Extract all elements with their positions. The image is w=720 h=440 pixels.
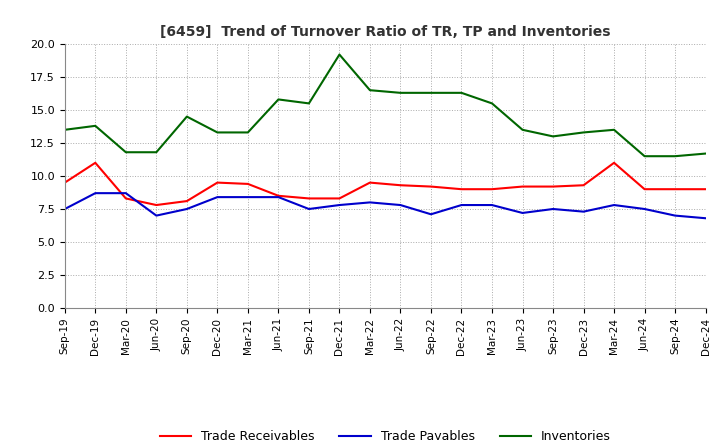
Trade Receivables [396, 183, 405, 188]
Inventories [122, 150, 130, 155]
Trade Payables [396, 202, 405, 208]
Trade Receivables [487, 187, 496, 192]
Inventories [671, 154, 680, 159]
Inventories [274, 97, 283, 102]
Trade Receivables [427, 184, 436, 189]
Inventories [610, 127, 618, 132]
Trade Payables [335, 202, 343, 208]
Trade Receivables [671, 187, 680, 192]
Inventories [518, 127, 527, 132]
Trade Payables [518, 210, 527, 216]
Trade Receivables [60, 180, 69, 185]
Trade Receivables [213, 180, 222, 185]
Trade Receivables [122, 196, 130, 201]
Trade Receivables [366, 180, 374, 185]
Inventories [487, 101, 496, 106]
Line: Inventories: Inventories [65, 55, 706, 156]
Trade Payables [183, 206, 192, 212]
Trade Receivables [518, 184, 527, 189]
Trade Receivables [701, 187, 710, 192]
Trade Receivables [274, 193, 283, 198]
Trade Payables [671, 213, 680, 218]
Inventories [305, 101, 313, 106]
Trade Payables [487, 202, 496, 208]
Trade Receivables [152, 202, 161, 208]
Inventories [366, 88, 374, 93]
Inventories [396, 90, 405, 95]
Inventories [549, 134, 557, 139]
Inventories [701, 151, 710, 156]
Trade Payables [701, 216, 710, 221]
Trade Receivables [243, 181, 252, 187]
Inventories [243, 130, 252, 135]
Trade Payables [549, 206, 557, 212]
Inventories [640, 154, 649, 159]
Inventories [335, 52, 343, 57]
Inventories [183, 114, 192, 119]
Trade Payables [122, 191, 130, 196]
Trade Receivables [549, 184, 557, 189]
Trade Receivables [91, 160, 99, 165]
Trade Payables [579, 209, 588, 214]
Trade Receivables [305, 196, 313, 201]
Trade Payables [457, 202, 466, 208]
Inventories [91, 123, 99, 128]
Trade Payables [305, 206, 313, 212]
Inventories [457, 90, 466, 95]
Trade Receivables [579, 183, 588, 188]
Title: [6459]  Trend of Turnover Ratio of TR, TP and Inventories: [6459] Trend of Turnover Ratio of TR, TP… [160, 25, 611, 39]
Inventories [427, 90, 436, 95]
Trade Payables [640, 206, 649, 212]
Trade Payables [152, 213, 161, 218]
Trade Payables [427, 212, 436, 217]
Trade Payables [274, 194, 283, 200]
Trade Receivables [183, 198, 192, 204]
Trade Payables [243, 194, 252, 200]
Inventories [60, 127, 69, 132]
Trade Payables [213, 194, 222, 200]
Trade Receivables [640, 187, 649, 192]
Line: Trade Payables: Trade Payables [65, 193, 706, 218]
Trade Receivables [610, 160, 618, 165]
Trade Payables [60, 206, 69, 212]
Trade Receivables [457, 187, 466, 192]
Trade Receivables [335, 196, 343, 201]
Legend: Trade Receivables, Trade Payables, Inventories: Trade Receivables, Trade Payables, Inven… [155, 425, 616, 440]
Inventories [213, 130, 222, 135]
Line: Trade Receivables: Trade Receivables [65, 163, 706, 205]
Trade Payables [366, 200, 374, 205]
Trade Payables [91, 191, 99, 196]
Inventories [152, 150, 161, 155]
Trade Payables [610, 202, 618, 208]
Inventories [579, 130, 588, 135]
